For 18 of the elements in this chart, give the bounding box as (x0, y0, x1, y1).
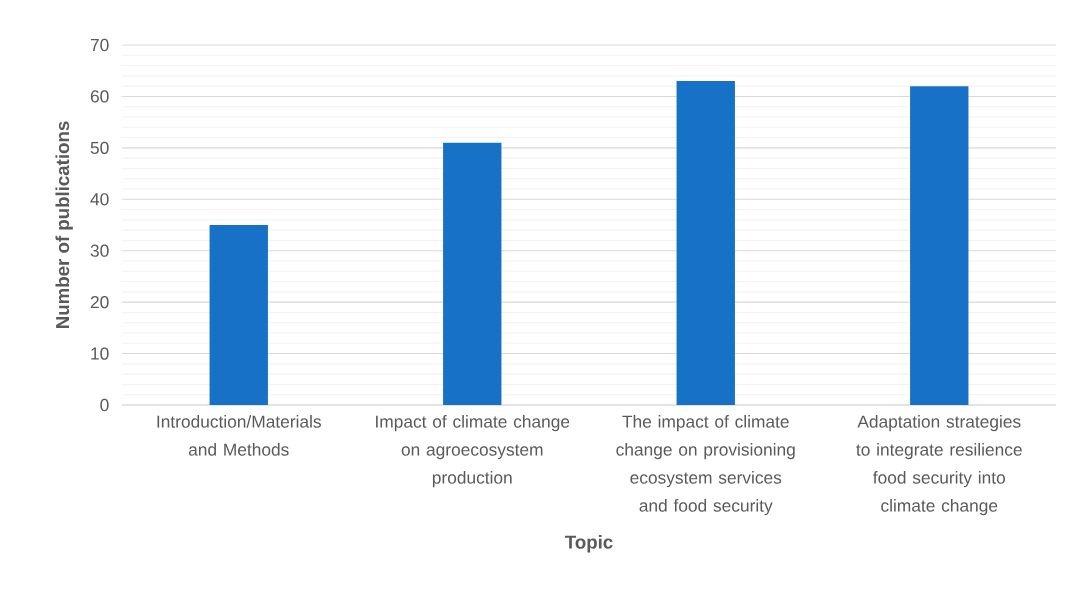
y-tick-label: 30 (90, 244, 109, 257)
y-tick-label: 20 (90, 296, 109, 309)
y-tick-label: 70 (90, 38, 109, 52)
y-tick-label: 60 (90, 90, 109, 103)
bar (443, 142, 502, 405)
y-tick-label: 10 (91, 347, 109, 360)
y-tick-label: 0 (100, 398, 109, 412)
y-tick-label: 40 (90, 193, 109, 206)
y-tick-label: 50 (90, 141, 109, 154)
y-axis-title: Number of publications (55, 121, 73, 328)
x-tick-label: The impact of climate change on provisioning ecosystem services and food security (616, 415, 795, 516)
x-axis-title: Topic (565, 535, 613, 553)
bar (910, 86, 969, 405)
bar (676, 81, 735, 405)
x-tick-label: Adaptation strategies to integrate resilience food security into climate change (856, 415, 1022, 516)
bar (209, 225, 268, 405)
x-tick-label: Introduction/Materials and Methods (157, 415, 321, 456)
x-tick-label: Impact of climate change on agroecosystem production (376, 415, 570, 488)
